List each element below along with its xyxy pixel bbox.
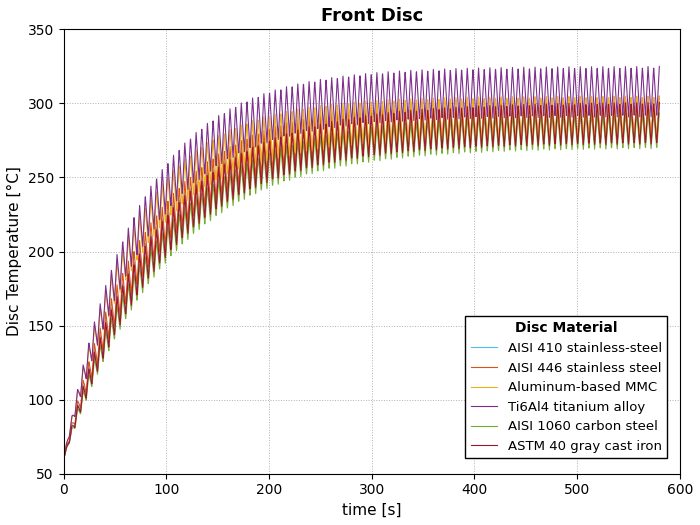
AISI 446 stainless steel [115,298,123,304]
Ti6Al4 titanium alloy [60,456,68,462]
AISI 446 stainless steel [147,222,155,228]
ASTM 40 gray cast iron [655,99,664,106]
AISI 446 stainless steel [60,456,68,462]
Title: Front Disc: Front Disc [321,7,423,25]
AISI 410 stainless-steel [582,107,591,113]
AISI 446 stainless steel [331,142,340,148]
AISI 1060 carbon steel [362,133,370,140]
ASTM 40 gray cast iron [582,107,591,113]
Ti6Al4 titanium alloy [655,64,664,70]
X-axis label: time [s]: time [s] [342,503,402,518]
ASTM 40 gray cast iron [239,179,248,185]
Aluminum-based MMC [362,110,370,116]
AISI 446 stainless steel [582,101,591,108]
Line: Ti6Al4 titanium alloy: Ti6Al4 titanium alloy [64,67,659,459]
AISI 446 stainless steel [655,93,664,99]
Ti6Al4 titanium alloy [331,112,340,119]
AISI 410 stainless-steel [147,233,155,239]
Aluminum-based MMC [655,93,664,99]
Line: AISI 446 stainless steel: AISI 446 stainless steel [64,96,659,459]
Ti6Al4 titanium alloy [582,72,591,78]
AISI 1060 carbon steel [582,117,591,123]
Line: AISI 1060 carbon steel: AISI 1060 carbon steel [64,113,659,459]
AISI 446 stainless steel [239,169,248,175]
Line: AISI 410 stainless-steel: AISI 410 stainless-steel [64,102,659,459]
ASTM 40 gray cast iron [362,123,370,130]
Line: Aluminum-based MMC: Aluminum-based MMC [64,96,659,459]
Ti6Al4 titanium alloy [362,84,370,90]
Ti6Al4 titanium alloy [115,269,123,276]
ASTM 40 gray cast iron [60,456,68,462]
Y-axis label: Disc Temperature [°C]: Disc Temperature [°C] [7,166,22,337]
Ti6Al4 titanium alloy [147,186,155,192]
Aluminum-based MMC [115,275,123,281]
ASTM 40 gray cast iron [147,236,155,242]
ASTM 40 gray cast iron [115,309,123,315]
AISI 1060 carbon steel [331,156,340,163]
Aluminum-based MMC [331,134,340,141]
AISI 410 stainless-steel [115,306,123,312]
Line: ASTM 40 gray cast iron: ASTM 40 gray cast iron [64,102,659,459]
Aluminum-based MMC [147,198,155,204]
AISI 410 stainless-steel [362,122,370,129]
AISI 1060 carbon steel [655,110,664,116]
AISI 410 stainless-steel [239,177,248,183]
Legend: AISI 410 stainless-steel, AISI 446 stainless steel, Aluminum-based MMC, Ti6Al4 t: AISI 410 stainless-steel, AISI 446 stain… [466,316,667,458]
AISI 410 stainless-steel [60,456,68,462]
Aluminum-based MMC [582,100,591,107]
AISI 1060 carbon steel [115,315,123,321]
AISI 410 stainless-steel [331,148,340,154]
Aluminum-based MMC [60,456,68,462]
AISI 410 stainless-steel [655,99,664,106]
Ti6Al4 titanium alloy [239,135,248,142]
ASTM 40 gray cast iron [331,149,340,155]
AISI 1060 carbon steel [147,247,155,253]
AISI 446 stainless steel [362,116,370,122]
AISI 1060 carbon steel [60,456,68,462]
Aluminum-based MMC [239,153,248,160]
AISI 1060 carbon steel [239,187,248,194]
